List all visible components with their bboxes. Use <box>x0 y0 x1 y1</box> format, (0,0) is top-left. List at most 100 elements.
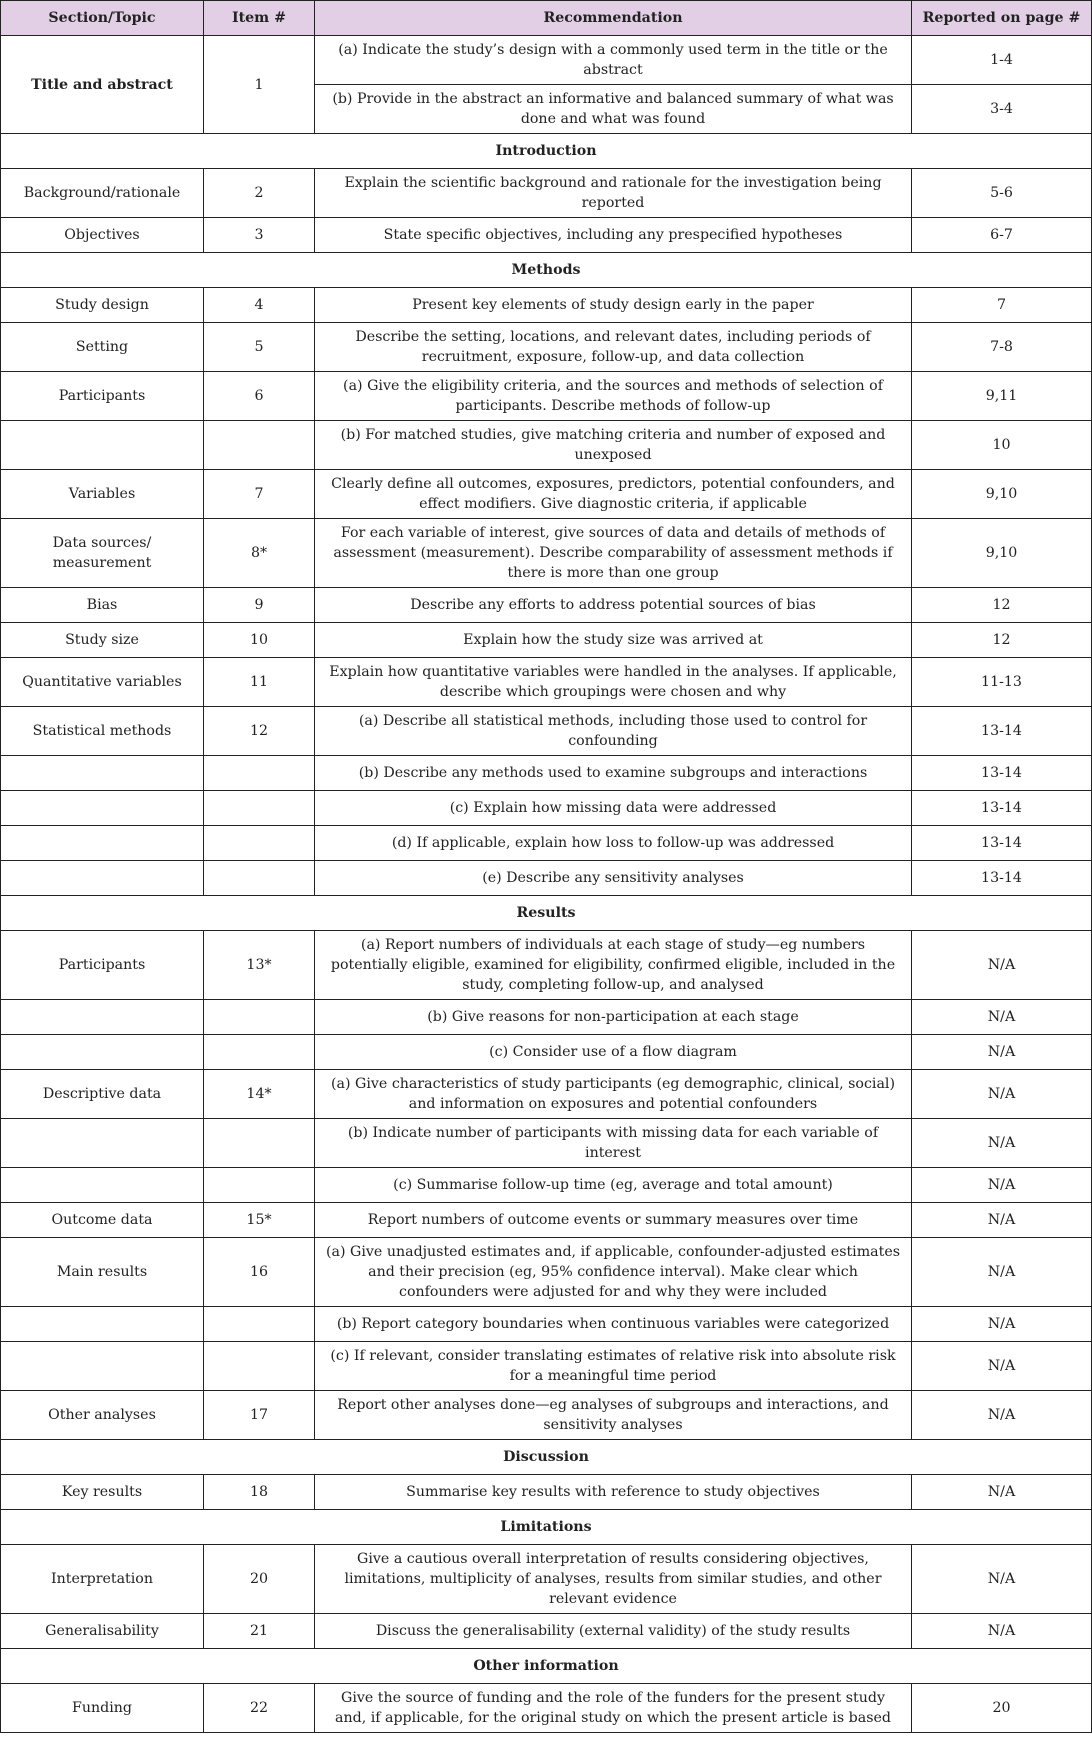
recommendation-cell: Give a cautious overall interpretation o… <box>314 1544 912 1614</box>
topic-cell: Variables <box>0 469 204 519</box>
section-row: Introduction <box>0 133 1092 169</box>
reported-page-cell: 7 <box>911 287 1092 323</box>
reported-page-cell: 13-14 <box>911 860 1092 896</box>
reported-page-cell: N/A <box>911 1544 1092 1614</box>
table-row: (b) Indicate number of participants with… <box>0 1118 1092 1168</box>
topic-cell: Participants <box>0 930 204 1000</box>
table-row: Participants 13* (a) Report numbers of ind… <box>0 930 1092 1000</box>
recommendation-cell: Explain how the study size was arrived a… <box>314 622 912 658</box>
item-number-cell: 16 <box>203 1237 315 1307</box>
section-row: Methods <box>0 252 1092 288</box>
table-row: (d) If applicable, explain how loss to f… <box>0 825 1092 861</box>
item-number-cell: 22 <box>203 1683 315 1733</box>
recommendation-cell: (a) Give characteristics of study partic… <box>314 1069 912 1119</box>
recommendation-cell: Discuss the generalisability (external v… <box>314 1613 912 1649</box>
reported-page-cell: N/A <box>911 1474 1092 1510</box>
item-number-cell: 9 <box>203 587 315 623</box>
table-row: Interpretation 20 Give a cautious overall … <box>0 1544 1092 1614</box>
topic-cell: Statistical methods <box>0 706 204 756</box>
topic-cell <box>0 825 204 861</box>
topic-cell <box>0 999 204 1035</box>
recommendation-cell: Give the source of funding and the role … <box>314 1683 912 1733</box>
item-number-cell: 11 <box>203 657 315 707</box>
table-row: Key results 18 Summarise key results with … <box>0 1474 1092 1510</box>
header-row: Section/Topic Item # Recommendation Repo… <box>0 0 1092 36</box>
table-row: Setting 5 Describe the setting, locations,… <box>0 322 1092 372</box>
item-number-cell: 21 <box>203 1613 315 1649</box>
topic-cell <box>0 1306 204 1342</box>
reported-page-cell: 7-8 <box>911 322 1092 372</box>
item-number-cell: 17 <box>203 1390 315 1440</box>
recommendation-cell: (a) Give the eligibility criteria, and t… <box>314 371 912 421</box>
topic-cell <box>0 1341 204 1391</box>
topic-cell <box>0 420 204 470</box>
recommendation-cell: (a) Give unadjusted estimates and, if ap… <box>314 1237 912 1307</box>
recommendation-cell: Report other analyses done—eg analyses o… <box>314 1390 912 1440</box>
section-heading: Results <box>0 895 1092 931</box>
reported-page-cell: N/A <box>911 999 1092 1035</box>
table-row: Funding 22 Give the source of funding and … <box>0 1683 1092 1733</box>
recommendation-cell: Describe any efforts to address potentia… <box>314 587 912 623</box>
table-row: (e) Describe any sensitivity analyses 13-… <box>0 860 1092 896</box>
item-number-cell <box>203 755 315 791</box>
recommendation-cell: (b) Describe any methods used to examine… <box>314 755 912 791</box>
section-row: Results <box>0 895 1092 931</box>
item-number-cell <box>203 1167 315 1203</box>
item-number-cell: 10 <box>203 622 315 658</box>
item-number-cell: 12 <box>203 706 315 756</box>
topic-cell: Study design <box>0 287 204 323</box>
topic-cell <box>0 1034 204 1070</box>
item-number-cell <box>203 420 315 470</box>
recommendation-cell: (e) Describe any sensitivity analyses <box>314 860 912 896</box>
header-item-number: Item # <box>203 0 315 36</box>
recommendation-cell: (a) Report numbers of individuals at eac… <box>314 930 912 1000</box>
reported-page-cell: N/A <box>911 1202 1092 1238</box>
header-reported-page: Reported on page # <box>911 0 1092 36</box>
reported-page-cell: N/A <box>911 1306 1092 1342</box>
reported-page-cell: 3-4 <box>911 84 1092 134</box>
topic-cell: Setting <box>0 322 204 372</box>
item-number-cell <box>203 1118 315 1168</box>
recommendation-cell: (a) Describe all statistical methods, in… <box>314 706 912 756</box>
table-row: (c) Summarise follow-up time (eg, averag… <box>0 1167 1092 1203</box>
recommendation-cell: For each variable of interest, give sour… <box>314 518 912 588</box>
table-row: Data sources/ measurement 8* For each vari… <box>0 518 1092 588</box>
topic-cell <box>0 755 204 791</box>
table-row: (b) Describe any methods used to examine… <box>0 755 1092 791</box>
topic-cell: Funding <box>0 1683 204 1733</box>
reported-page-cell: 9,10 <box>911 518 1092 588</box>
item-number-cell: 13* <box>203 930 315 1000</box>
recommendation-cell: State specific objectives, including any… <box>314 217 912 253</box>
topic-cell: Main results <box>0 1237 204 1307</box>
header-recommendation: Recommendation <box>314 0 912 36</box>
table-row: Participants 6 (a) Give the eligibility cr… <box>0 371 1092 421</box>
table-row: Main results 16 (a) Give unadjusted estima… <box>0 1237 1092 1307</box>
table-row: (b) For matched studies, give matching c… <box>0 420 1092 470</box>
item-number-cell: 5 <box>203 322 315 372</box>
topic-cell: Data sources/ measurement <box>0 518 204 588</box>
table-row: Title and abstract 1 (a) Indicate the stud… <box>0 35 1092 134</box>
topic-cell <box>0 860 204 896</box>
item-number-cell: 15* <box>203 1202 315 1238</box>
topic-cell: Other analyses <box>0 1390 204 1440</box>
reported-page-cell: N/A <box>911 1034 1092 1070</box>
recommendation-cell: (d) If applicable, explain how loss to f… <box>314 825 912 861</box>
recommendation-cell: (c) Explain how missing data were addres… <box>314 790 912 826</box>
section-heading: Methods <box>0 252 1092 288</box>
topic-cell: Key results <box>0 1474 204 1510</box>
table-row: (c) Explain how missing data were addres… <box>0 790 1092 826</box>
reported-page-cell: N/A <box>911 1069 1092 1119</box>
reported-page-cell: N/A <box>911 930 1092 1000</box>
item-number-cell <box>203 825 315 861</box>
item-number-cell <box>203 860 315 896</box>
recommendation-cell: (b) Indicate number of participants with… <box>314 1118 912 1168</box>
item-number-cell: 7 <box>203 469 315 519</box>
item-number-cell: 3 <box>203 217 315 253</box>
topic-cell: Objectives <box>0 217 204 253</box>
reported-page-cell: N/A <box>911 1613 1092 1649</box>
section-row: Limitations <box>0 1509 1092 1545</box>
reported-page-cell: 6-7 <box>911 217 1092 253</box>
reported-page-cell: N/A <box>911 1167 1092 1203</box>
item-number-cell: 2 <box>203 168 315 218</box>
topic-cell: Title and abstract <box>0 35 204 134</box>
